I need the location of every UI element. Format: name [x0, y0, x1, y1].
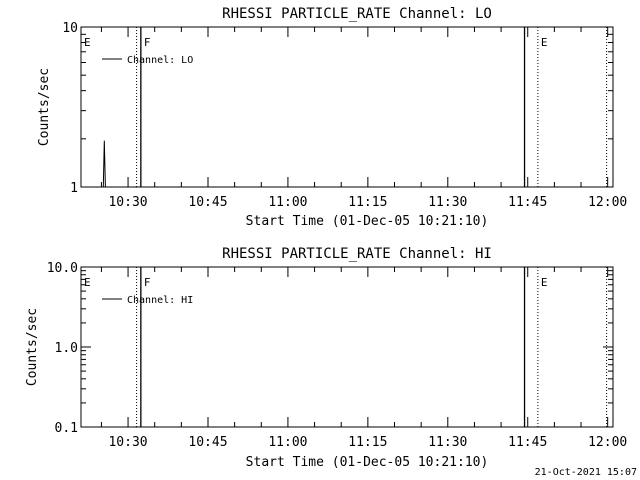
x-tick-label: 11:30 [428, 435, 467, 450]
y-tick-label: 0.1 [55, 421, 78, 436]
x-axis-label: Start Time (01-Dec-05 10:21:10) [246, 455, 489, 470]
x-tick-label: 10:30 [108, 195, 147, 210]
x-tick-label: 11:45 [508, 195, 547, 210]
x-tick-label: 11:30 [428, 195, 467, 210]
chart-title: RHESSI PARTICLE_RATE Channel: HI [222, 246, 492, 262]
event-marker-label: F [144, 276, 151, 289]
y-tick-label: 1.0 [55, 341, 78, 356]
x-tick-label: 10:30 [108, 435, 147, 450]
y-tick-label: 10 [62, 21, 78, 36]
x-tick-label: 11:00 [268, 195, 307, 210]
event-marker-label: E [541, 276, 548, 289]
y-axis-label: Counts/sec [37, 68, 52, 146]
event-marker-label: E [84, 36, 91, 49]
y-axis-label: Counts/sec [25, 308, 40, 386]
x-tick-label: 11:15 [348, 435, 387, 450]
x-tick-label: 12:00 [588, 195, 627, 210]
x-tick-label: 11:00 [268, 435, 307, 450]
legend-entry: Channel: LO [127, 55, 193, 66]
legend-entry: Channel: HI [127, 295, 193, 306]
x-tick-label: 12:00 [588, 435, 627, 450]
chart-title: RHESSI PARTICLE_RATE Channel: LO [222, 6, 492, 22]
x-tick-label: 11:15 [348, 195, 387, 210]
x-axis-label: Start Time (01-Dec-05 10:21:10) [246, 214, 489, 229]
x-tick-label: 10:45 [188, 195, 227, 210]
event-marker-label: F [144, 36, 151, 49]
x-tick-label: 11:45 [508, 435, 547, 450]
x-tick-label: 10:45 [188, 435, 227, 450]
plot-frame [80, 266, 614, 428]
event-marker-label: E [84, 276, 91, 289]
footer-timestamp: 21-Oct-2021 15:07 [535, 467, 637, 478]
event-marker-label: E [541, 36, 548, 49]
y-tick-label: 10.0 [47, 261, 78, 276]
plot-frame [80, 26, 614, 188]
y-tick-label: 1 [70, 181, 78, 196]
series-line [102, 140, 106, 188]
